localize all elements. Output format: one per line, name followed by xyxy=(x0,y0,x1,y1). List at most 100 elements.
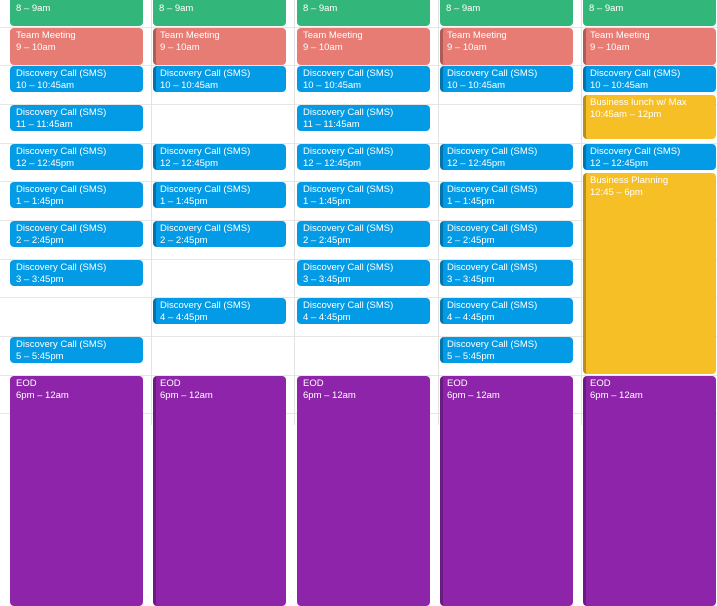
event-title: Discovery Call (SMS) xyxy=(16,262,107,273)
calendar-event[interactable]: Discovery Call (SMS) 3 – 3:45pm xyxy=(297,260,430,286)
calendar-event[interactable]: Discovery Call (SMS) 10 – 10:45am xyxy=(583,66,716,92)
hour-gridline xyxy=(0,181,717,182)
calendar-event[interactable]: AM Workout8 – 9am xyxy=(297,0,430,26)
event-time: 10 – 10:45am xyxy=(160,80,219,91)
hour-gridline xyxy=(0,104,717,105)
event-time: 8 – 9am xyxy=(16,3,51,14)
event-time: 2 – 2:45pm xyxy=(303,235,351,246)
event-title: Team Meeting xyxy=(160,30,220,41)
calendar-event[interactable]: Discovery Call (SMS) 12 – 12:45pm xyxy=(297,144,430,170)
event-time: 5 – 5:45pm xyxy=(16,351,64,362)
calendar-event[interactable]: Team Meeting 9 – 10am xyxy=(440,28,573,65)
calendar-event[interactable]: Discovery Call (SMS) 1 – 1:45pm xyxy=(153,182,286,208)
event-title: Discovery Call (SMS) xyxy=(160,223,251,234)
calendar-event[interactable]: Business lunch w/ Max 10:45am – 12pm xyxy=(583,95,716,139)
calendar-event[interactable]: Discovery Call (SMS) 4 – 4:45pm xyxy=(297,298,430,324)
calendar-event[interactable]: Team Meeting 9 – 10am xyxy=(10,28,143,65)
event-time: 6pm – 12am xyxy=(447,390,500,401)
calendar-event[interactable]: Discovery Call (SMS) 11 – 11:45am xyxy=(297,105,430,131)
event-title: Discovery Call (SMS) xyxy=(303,68,394,79)
event-time: 10 – 10:45am xyxy=(16,80,75,91)
calendar-event[interactable]: EOD 6pm – 12am xyxy=(153,376,286,606)
event-time: 6pm – 12am xyxy=(303,390,356,401)
calendar-event[interactable]: Discovery Call (SMS) 12 – 12:45pm xyxy=(10,144,143,170)
calendar-event[interactable]: Discovery Call (SMS) 3 – 3:45pm xyxy=(440,260,573,286)
calendar-event[interactable]: Discovery Call (SMS) 12 – 12:45pm xyxy=(153,144,286,170)
day-divider xyxy=(581,0,582,425)
event-time: 1 – 1:45pm xyxy=(16,196,64,207)
calendar-event[interactable]: Discovery Call (SMS) 12 – 12:45pm xyxy=(440,144,573,170)
calendar-event[interactable]: AM Workout8 – 9am xyxy=(10,0,143,26)
hour-gridline xyxy=(0,375,717,376)
calendar-event[interactable]: Discovery Call (SMS) 10 – 10:45am xyxy=(10,66,143,92)
event-time: 8 – 9am xyxy=(159,3,194,14)
calendar-event[interactable]: Team Meeting 9 – 10am xyxy=(297,28,430,65)
calendar-event[interactable]: Discovery Call (SMS) 5 – 5:45pm xyxy=(440,337,573,363)
hour-gridline xyxy=(0,259,717,260)
calendar-event[interactable]: Discovery Call (SMS) 3 – 3:45pm xyxy=(10,260,143,286)
calendar-event[interactable]: Discovery Call (SMS) 2 – 2:45pm xyxy=(297,221,430,247)
calendar-event[interactable]: Business Planning 12:45 – 6pm xyxy=(583,173,716,374)
calendar-event[interactable]: Discovery Call (SMS) 10 – 10:45am xyxy=(297,66,430,92)
day-divider xyxy=(294,0,295,425)
calendar-event[interactable]: Discovery Call (SMS) 1 – 1:45pm xyxy=(297,182,430,208)
event-time: 6pm – 12am xyxy=(590,390,643,401)
event-title: Discovery Call (SMS) xyxy=(160,184,251,195)
event-title: Discovery Call (SMS) xyxy=(447,146,538,157)
event-title: Team Meeting xyxy=(447,30,507,41)
event-title: Discovery Call (SMS) xyxy=(16,339,107,350)
calendar-event[interactable]: EOD 6pm – 12am xyxy=(10,376,143,606)
event-title: Discovery Call (SMS) xyxy=(303,223,394,234)
calendar-event[interactable]: Discovery Call (SMS) 12 – 12:45pm xyxy=(583,144,716,170)
calendar-event[interactable]: Team Meeting 9 – 10am xyxy=(153,28,286,65)
calendar-event[interactable]: Team Meeting 9 – 10am xyxy=(583,28,716,65)
event-time: 9 – 10am xyxy=(16,42,56,53)
event-time: 1 – 1:45pm xyxy=(447,196,495,207)
event-title: EOD xyxy=(447,378,468,389)
calendar-event[interactable]: Discovery Call (SMS) 4 – 4:45pm xyxy=(440,298,573,324)
event-title: Discovery Call (SMS) xyxy=(303,107,394,118)
calendar-event[interactable]: EOD 6pm – 12am xyxy=(583,376,716,606)
calendar-event[interactable]: Discovery Call (SMS) 1 – 1:45pm xyxy=(440,182,573,208)
event-time: 10 – 10:45am xyxy=(447,80,506,91)
event-time: 8 – 9am xyxy=(303,3,338,14)
event-title: EOD xyxy=(160,378,181,389)
event-title: Discovery Call (SMS) xyxy=(447,339,538,350)
event-title: AM Workout xyxy=(159,0,281,3)
calendar-event[interactable]: Discovery Call (SMS) 1 – 1:45pm xyxy=(10,182,143,208)
event-title: Discovery Call (SMS) xyxy=(160,68,251,79)
event-time: 11 – 11:45am xyxy=(303,119,360,130)
event-time: 3 – 3:45pm xyxy=(447,274,495,285)
calendar-event[interactable]: Discovery Call (SMS) 11 – 11:45am xyxy=(10,105,143,131)
event-title: Discovery Call (SMS) xyxy=(303,262,394,273)
event-time: 2 – 2:45pm xyxy=(160,235,208,246)
event-title: Discovery Call (SMS) xyxy=(447,68,538,79)
event-time: 2 – 2:45pm xyxy=(16,235,64,246)
calendar-event[interactable]: Discovery Call (SMS) 2 – 2:45pm xyxy=(153,221,286,247)
event-time: 9 – 10am xyxy=(590,42,630,53)
calendar-event[interactable]: AM Workout8 – 9am xyxy=(583,0,716,26)
calendar-event[interactable]: AM Workout8 – 9am xyxy=(153,0,286,26)
event-time: 12 – 12:45pm xyxy=(447,158,506,169)
calendar-event[interactable]: Discovery Call (SMS) 10 – 10:45am xyxy=(153,66,286,92)
calendar-event[interactable]: Discovery Call (SMS) 2 – 2:45pm xyxy=(440,221,573,247)
calendar-event[interactable]: Discovery Call (SMS) 5 – 5:45pm xyxy=(10,337,143,363)
event-time: 5 – 5:45pm xyxy=(447,351,495,362)
event-title: Discovery Call (SMS) xyxy=(447,223,538,234)
event-title: Discovery Call (SMS) xyxy=(160,146,251,157)
calendar-event[interactable]: Discovery Call (SMS) 10 – 10:45am xyxy=(440,66,573,92)
event-time: 1 – 1:45pm xyxy=(303,196,351,207)
calendar-event[interactable]: EOD 6pm – 12am xyxy=(440,376,573,606)
event-title: Business lunch w/ Max xyxy=(590,97,687,108)
calendar-event[interactable]: EOD 6pm – 12am xyxy=(297,376,430,606)
calendar-event[interactable]: Discovery Call (SMS) 2 – 2:45pm xyxy=(10,221,143,247)
event-time: 4 – 4:45pm xyxy=(303,312,351,323)
calendar-event[interactable]: Discovery Call (SMS) 4 – 4:45pm xyxy=(153,298,286,324)
event-time: 11 – 11:45am xyxy=(16,119,73,130)
event-title: EOD xyxy=(16,378,37,389)
event-title: Discovery Call (SMS) xyxy=(16,223,107,234)
calendar-event[interactable]: AM Workout8 – 9am xyxy=(440,0,573,26)
event-title: AM Workout xyxy=(446,0,568,3)
event-time: 12 – 12:45pm xyxy=(160,158,219,169)
event-time: 2 – 2:45pm xyxy=(447,235,495,246)
